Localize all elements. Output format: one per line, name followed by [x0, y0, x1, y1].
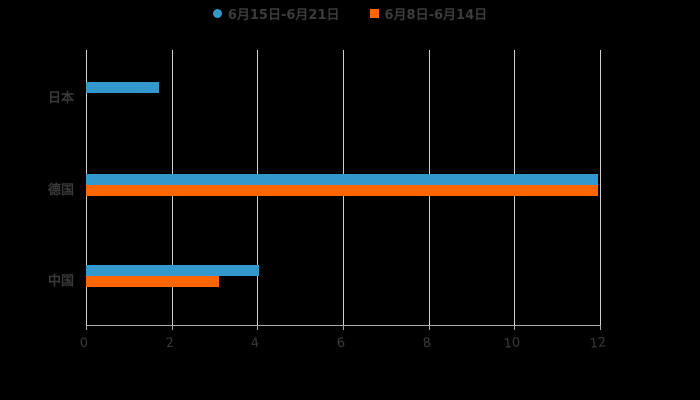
legend-swatch-orange-icon	[369, 8, 379, 18]
bar[interactable]	[86, 265, 260, 277]
x-tick	[429, 325, 430, 330]
x-tick-label: 0	[79, 335, 89, 352]
gridline	[600, 50, 601, 325]
chart-legend: 6月15日-6月21日 6月8日-6月14日	[0, 4, 700, 23]
x-tick	[86, 325, 87, 330]
legend-label: 6月8日-6月14日	[384, 7, 488, 23]
x-tick-label: 12	[588, 335, 608, 352]
x-tick	[257, 325, 258, 330]
category-label: 中国	[48, 274, 75, 290]
category-label: 日本	[48, 90, 75, 106]
x-tick	[172, 325, 173, 330]
legend-label: 6月15日-6月21日	[227, 7, 340, 23]
legend-item-week2[interactable]: 6月15日-6月21日	[212, 4, 340, 23]
x-tick-label: 6	[336, 335, 346, 352]
x-tick-label: 2	[165, 335, 175, 352]
x-tick-label: 10	[502, 335, 522, 352]
legend-swatch-blue-icon	[212, 8, 222, 18]
x-tick	[514, 325, 515, 330]
bar[interactable]	[86, 173, 598, 185]
x-tick-label: 4	[250, 335, 260, 352]
bar[interactable]	[86, 184, 598, 196]
category-label: 德国	[48, 182, 75, 198]
legend-item-week1[interactable]: 6月8日-6月14日	[369, 4, 488, 23]
x-tick	[343, 325, 344, 330]
plot-area	[86, 50, 601, 325]
x-tick	[600, 325, 601, 330]
bar[interactable]	[86, 276, 219, 288]
bar[interactable]	[86, 81, 159, 93]
x-tick-label: 8	[422, 335, 432, 352]
